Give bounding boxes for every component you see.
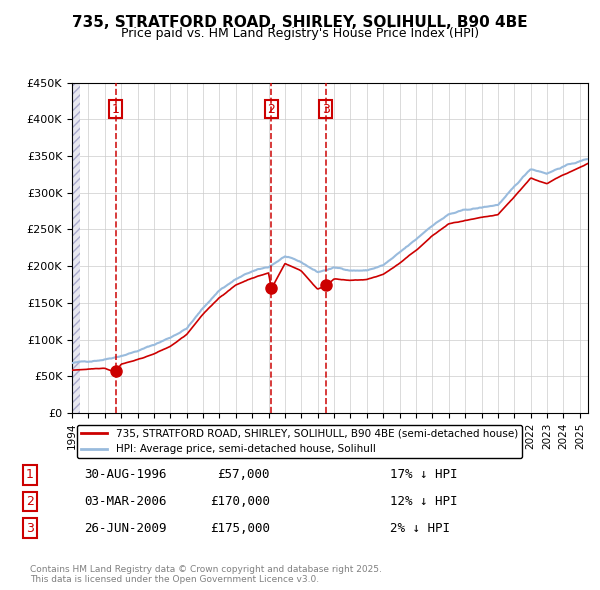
Text: 2: 2 (26, 495, 34, 508)
Text: 3: 3 (26, 522, 34, 535)
Text: 1: 1 (112, 103, 119, 116)
Text: 2: 2 (268, 103, 275, 116)
Text: 12% ↓ HPI: 12% ↓ HPI (390, 495, 458, 508)
Legend: 735, STRATFORD ROAD, SHIRLEY, SOLIHULL, B90 4BE (semi-detached house), HPI: Aver: 735, STRATFORD ROAD, SHIRLEY, SOLIHULL, … (77, 425, 522, 458)
Bar (72, 83, 80, 413)
Text: 26-JUN-2009: 26-JUN-2009 (84, 522, 167, 535)
Text: £57,000: £57,000 (218, 468, 270, 481)
Text: Price paid vs. HM Land Registry's House Price Index (HPI): Price paid vs. HM Land Registry's House … (121, 27, 479, 40)
Text: 735, STRATFORD ROAD, SHIRLEY, SOLIHULL, B90 4BE: 735, STRATFORD ROAD, SHIRLEY, SOLIHULL, … (72, 15, 528, 30)
Text: 3: 3 (322, 103, 329, 116)
Text: 2% ↓ HPI: 2% ↓ HPI (390, 522, 450, 535)
Text: 30-AUG-1996: 30-AUG-1996 (84, 468, 167, 481)
Text: Contains HM Land Registry data © Crown copyright and database right 2025.
This d: Contains HM Land Registry data © Crown c… (30, 565, 382, 584)
Text: £175,000: £175,000 (210, 522, 270, 535)
Text: 17% ↓ HPI: 17% ↓ HPI (390, 468, 458, 481)
Text: 1: 1 (26, 468, 34, 481)
Text: 03-MAR-2006: 03-MAR-2006 (84, 495, 167, 508)
Text: £170,000: £170,000 (210, 495, 270, 508)
